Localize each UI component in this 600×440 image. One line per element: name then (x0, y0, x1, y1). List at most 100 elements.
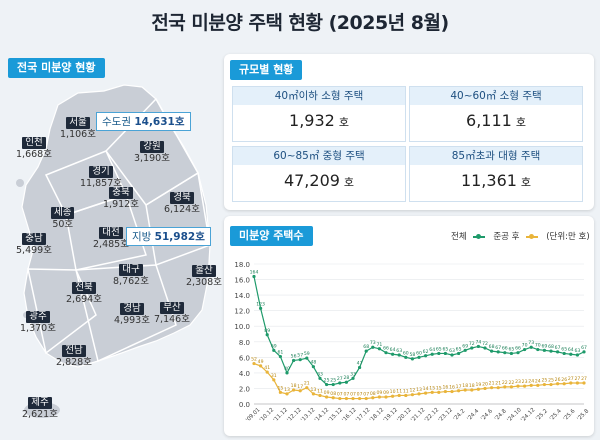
region-gyeongbuk: 경북 6,124호 (164, 192, 200, 216)
data-label: 17 (456, 384, 462, 390)
data-point (331, 382, 335, 387)
data-label: 14 (423, 386, 429, 392)
data-label: 24 (535, 378, 541, 384)
data-label: 20 (482, 381, 488, 387)
data-label: 70 (535, 343, 541, 349)
data-label: 33 (317, 371, 323, 377)
legend-completed: 준공 후 (493, 232, 520, 242)
size-cell-unit: 호 (343, 176, 355, 189)
data-label: 22 (508, 380, 514, 386)
region-ulsan: 울산 2,308호 (186, 265, 222, 289)
data-point (272, 378, 276, 382)
data-label: 13 (310, 387, 316, 393)
data-point (457, 389, 461, 393)
y-tick-label: 18.0 (234, 261, 250, 269)
data-point (391, 394, 395, 398)
x-tick-label: '19.12 (383, 407, 399, 423)
data-point (490, 349, 494, 353)
region-chungnam: 충남 5,499호 (16, 233, 52, 257)
region-value: 2,828호 (56, 357, 92, 368)
data-point (285, 392, 289, 396)
size-cell-number: 47,209 (283, 171, 340, 190)
region-name: 경남 (120, 303, 144, 315)
data-label: 09 (324, 390, 330, 396)
data-label: 09 (383, 390, 389, 396)
data-point (397, 353, 401, 357)
data-point (410, 357, 414, 361)
page-title: 전국 미분양 주택 현황 (2025년 8월) (151, 12, 449, 34)
local-callout: 지방 51,982호 (126, 227, 211, 246)
data-point (265, 333, 269, 337)
data-point (351, 376, 355, 380)
data-point (338, 381, 342, 385)
region-name: 전남 (62, 345, 86, 357)
x-tick-label: '09.01 (245, 407, 261, 423)
region-value: 2,621호 (22, 409, 58, 420)
data-point (358, 365, 362, 370)
data-point (443, 389, 447, 394)
x-tick-label: '25.4 (549, 408, 563, 422)
size-cell-number: 11,361 (460, 171, 517, 190)
data-label: 16 (449, 385, 455, 391)
y-tick-label: 6.0 (239, 354, 250, 362)
data-label: 10 (390, 389, 396, 395)
data-point (371, 396, 375, 400)
data-label: 07 (350, 392, 356, 398)
data-point (483, 386, 487, 391)
size-cell: 85㎡초과 대형 주택 11,361 호 (409, 146, 583, 202)
region-value: 6,124호 (164, 204, 200, 215)
x-tick-label: '21.12 (410, 407, 426, 423)
data-point (437, 390, 441, 394)
data-label: 71 (376, 342, 382, 348)
data-label: 17 (297, 384, 303, 390)
region-value: 4,993호 (114, 315, 150, 326)
data-point (371, 345, 375, 349)
data-label: 23 (522, 379, 528, 385)
data-point (529, 383, 533, 387)
data-point (529, 345, 533, 349)
y-tick-label: 8.0 (239, 339, 250, 347)
size-cell: 60~85㎡ 중형 주택 47,209 호 (232, 146, 406, 202)
data-point (575, 381, 579, 385)
data-label: 22 (502, 380, 508, 386)
data-label: 25 (324, 378, 330, 384)
region-gwangju: 광주 1,370호 (20, 311, 56, 335)
size-cell-label: 85㎡초과 대형 주택 (410, 147, 582, 165)
data-point (556, 382, 560, 386)
x-tick-label: '24.4 (466, 408, 480, 422)
region-value: 7,146호 (154, 314, 190, 325)
data-label: 07 (363, 392, 369, 398)
data-label: 68 (548, 344, 554, 350)
data-label: 08 (370, 391, 376, 397)
region-value: 1,370호 (20, 323, 56, 334)
data-point (265, 370, 269, 374)
data-label: 09 (376, 390, 382, 396)
size-cell: 40~60㎡ 소형 주택 6,111 호 (409, 86, 583, 142)
data-label: 67 (581, 345, 587, 351)
data-point (272, 348, 276, 352)
data-point (305, 386, 309, 390)
data-point (298, 389, 302, 393)
region-value: 1,912호 (103, 199, 139, 210)
chart-section-tag: 미분양 주택수 (230, 226, 313, 246)
data-label: 60 (416, 350, 422, 356)
data-label: 48 (310, 360, 316, 366)
legend-total-marker (472, 233, 485, 239)
data-point (305, 356, 309, 360)
data-label: 26 (555, 377, 561, 383)
region-name: 울산 (192, 265, 216, 277)
region-name: 부산 (160, 302, 184, 314)
data-label: 69 (541, 343, 547, 349)
size-cell-unit: 호 (520, 176, 532, 189)
size-panel: 규모별 현황 40㎡이하 소형 주택 1,932 호 40~60㎡ 소형 주택 6,11… (224, 54, 594, 210)
data-label: 60 (403, 350, 409, 356)
y-tick-label: 12.0 (234, 308, 250, 316)
data-label: 64 (568, 347, 574, 353)
data-point (358, 396, 362, 401)
data-point (292, 388, 296, 392)
region-value: 2,308호 (186, 277, 222, 288)
island-shape (16, 179, 24, 187)
region-name: 대전 (99, 227, 123, 239)
data-point (311, 365, 315, 369)
data-label: 19 (475, 382, 481, 388)
